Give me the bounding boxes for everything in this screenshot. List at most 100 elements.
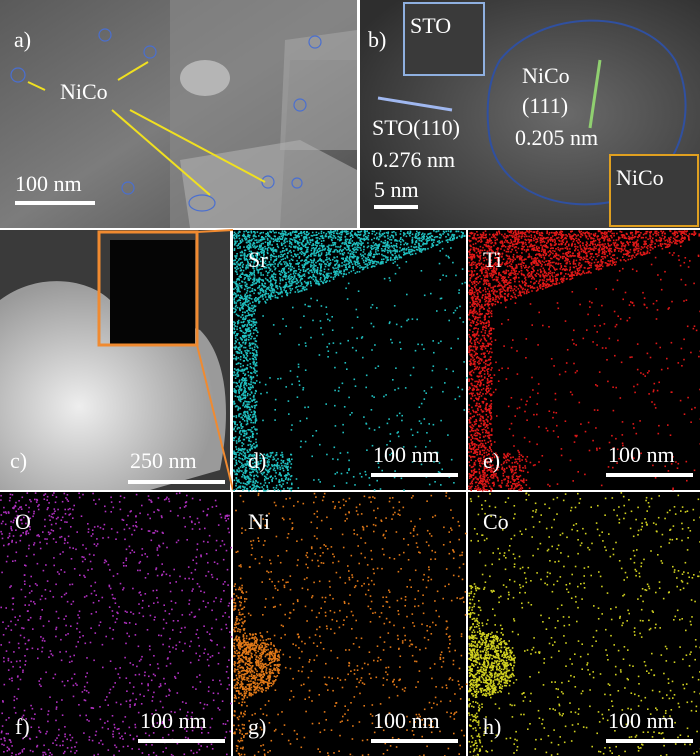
map-dot: [237, 374, 240, 376]
map-dot: [578, 253, 581, 255]
map-dot: [233, 354, 235, 356]
map-dot: [340, 245, 342, 247]
map-dot: [537, 392, 539, 395]
map-dot: [246, 449, 249, 452]
map-dot: [266, 256, 268, 259]
map-dot: [239, 452, 241, 454]
map-dot: [614, 263, 617, 266]
map-dot: [472, 478, 475, 481]
map-dot: [415, 241, 418, 244]
map-dot: [501, 482, 503, 484]
map-dot: [488, 233, 491, 236]
map-dot: [369, 263, 371, 265]
map-dot: [518, 458, 521, 460]
map-dot: [339, 249, 341, 252]
map-dot: [256, 256, 258, 258]
map-dot: [246, 301, 249, 303]
map-dot: [597, 248, 600, 251]
map-dot: [333, 273, 336, 276]
map-dot: [290, 273, 292, 276]
map-dot: [286, 458, 289, 461]
map-dot: [490, 443, 493, 445]
map-dot: [292, 230, 294, 233]
map-dot: [423, 398, 426, 400]
map-dot: [383, 277, 386, 280]
map-dot: [346, 259, 348, 261]
map-dot: [481, 368, 484, 370]
map-dot: [375, 243, 377, 245]
map-dot: [504, 239, 507, 241]
map-dot: [318, 253, 320, 256]
map-dot: [502, 469, 505, 472]
map-dot: [240, 321, 243, 324]
map-dot: [233, 390, 236, 392]
map-dot: [430, 234, 433, 237]
map-dot: [353, 260, 356, 263]
map-dot: [272, 276, 274, 278]
map-dot: [260, 294, 262, 297]
map-dot: [370, 252, 372, 255]
map-dot: [501, 263, 503, 265]
map-dot: [240, 350, 243, 353]
map-dot: [306, 246, 308, 249]
map-dot: [646, 250, 649, 252]
map-dot: [249, 302, 251, 305]
map-dot: [481, 234, 484, 236]
map-dot: [439, 471, 441, 474]
map-dot: [235, 381, 237, 384]
map-dot: [343, 272, 345, 275]
map-dot: [312, 266, 315, 269]
map-dot: [484, 293, 487, 296]
map-dot: [252, 465, 255, 468]
map-dot: [493, 475, 495, 477]
map-dot: [272, 469, 275, 471]
map-dot: [262, 290, 264, 292]
map-dot: [238, 386, 241, 388]
map-dot: [364, 233, 367, 235]
map-dot: [296, 286, 298, 288]
map-dot: [594, 243, 596, 246]
map-dot: [508, 282, 511, 284]
map-dot: [477, 457, 480, 460]
map-dot: [299, 232, 302, 234]
map-dot: [596, 236, 599, 238]
map-dot: [277, 256, 280, 258]
map-dot: [553, 256, 555, 258]
map-dot: [283, 285, 286, 287]
map-dot: [476, 388, 479, 390]
map-dot: [350, 238, 352, 240]
map-dot: [447, 241, 449, 243]
map-dot: [257, 292, 260, 294]
map-dot: [685, 460, 688, 463]
map-dot: [479, 322, 482, 325]
map-dot: [410, 250, 413, 253]
map-dot: [374, 367, 377, 369]
map-dot: [290, 258, 293, 261]
map-dot: [393, 256, 396, 259]
map-dot: [478, 471, 481, 473]
map-dot: [253, 241, 255, 244]
map-dot: [234, 374, 237, 376]
map-dot: [281, 271, 284, 274]
map-dot: [247, 319, 249, 322]
map-dot: [333, 251, 336, 253]
map-dot: [243, 438, 246, 441]
map-dot: [288, 458, 290, 460]
map-dot: [236, 405, 238, 407]
map-dot: [283, 287, 286, 289]
map-dot: [356, 242, 358, 245]
map-dot: [551, 279, 554, 281]
map-dot: [244, 346, 247, 349]
map-dot: [240, 389, 242, 392]
map-dot: [380, 262, 383, 265]
map-dot: [253, 245, 256, 247]
map-dot: [646, 230, 649, 233]
map-dot: [355, 251, 357, 254]
map-dot: [271, 452, 273, 454]
map-dot: [300, 234, 303, 237]
map-dot: [236, 253, 238, 255]
map-dot: [516, 407, 519, 410]
map-dot: [560, 232, 562, 235]
map-dot: [302, 268, 305, 271]
map-dot: [397, 431, 399, 433]
